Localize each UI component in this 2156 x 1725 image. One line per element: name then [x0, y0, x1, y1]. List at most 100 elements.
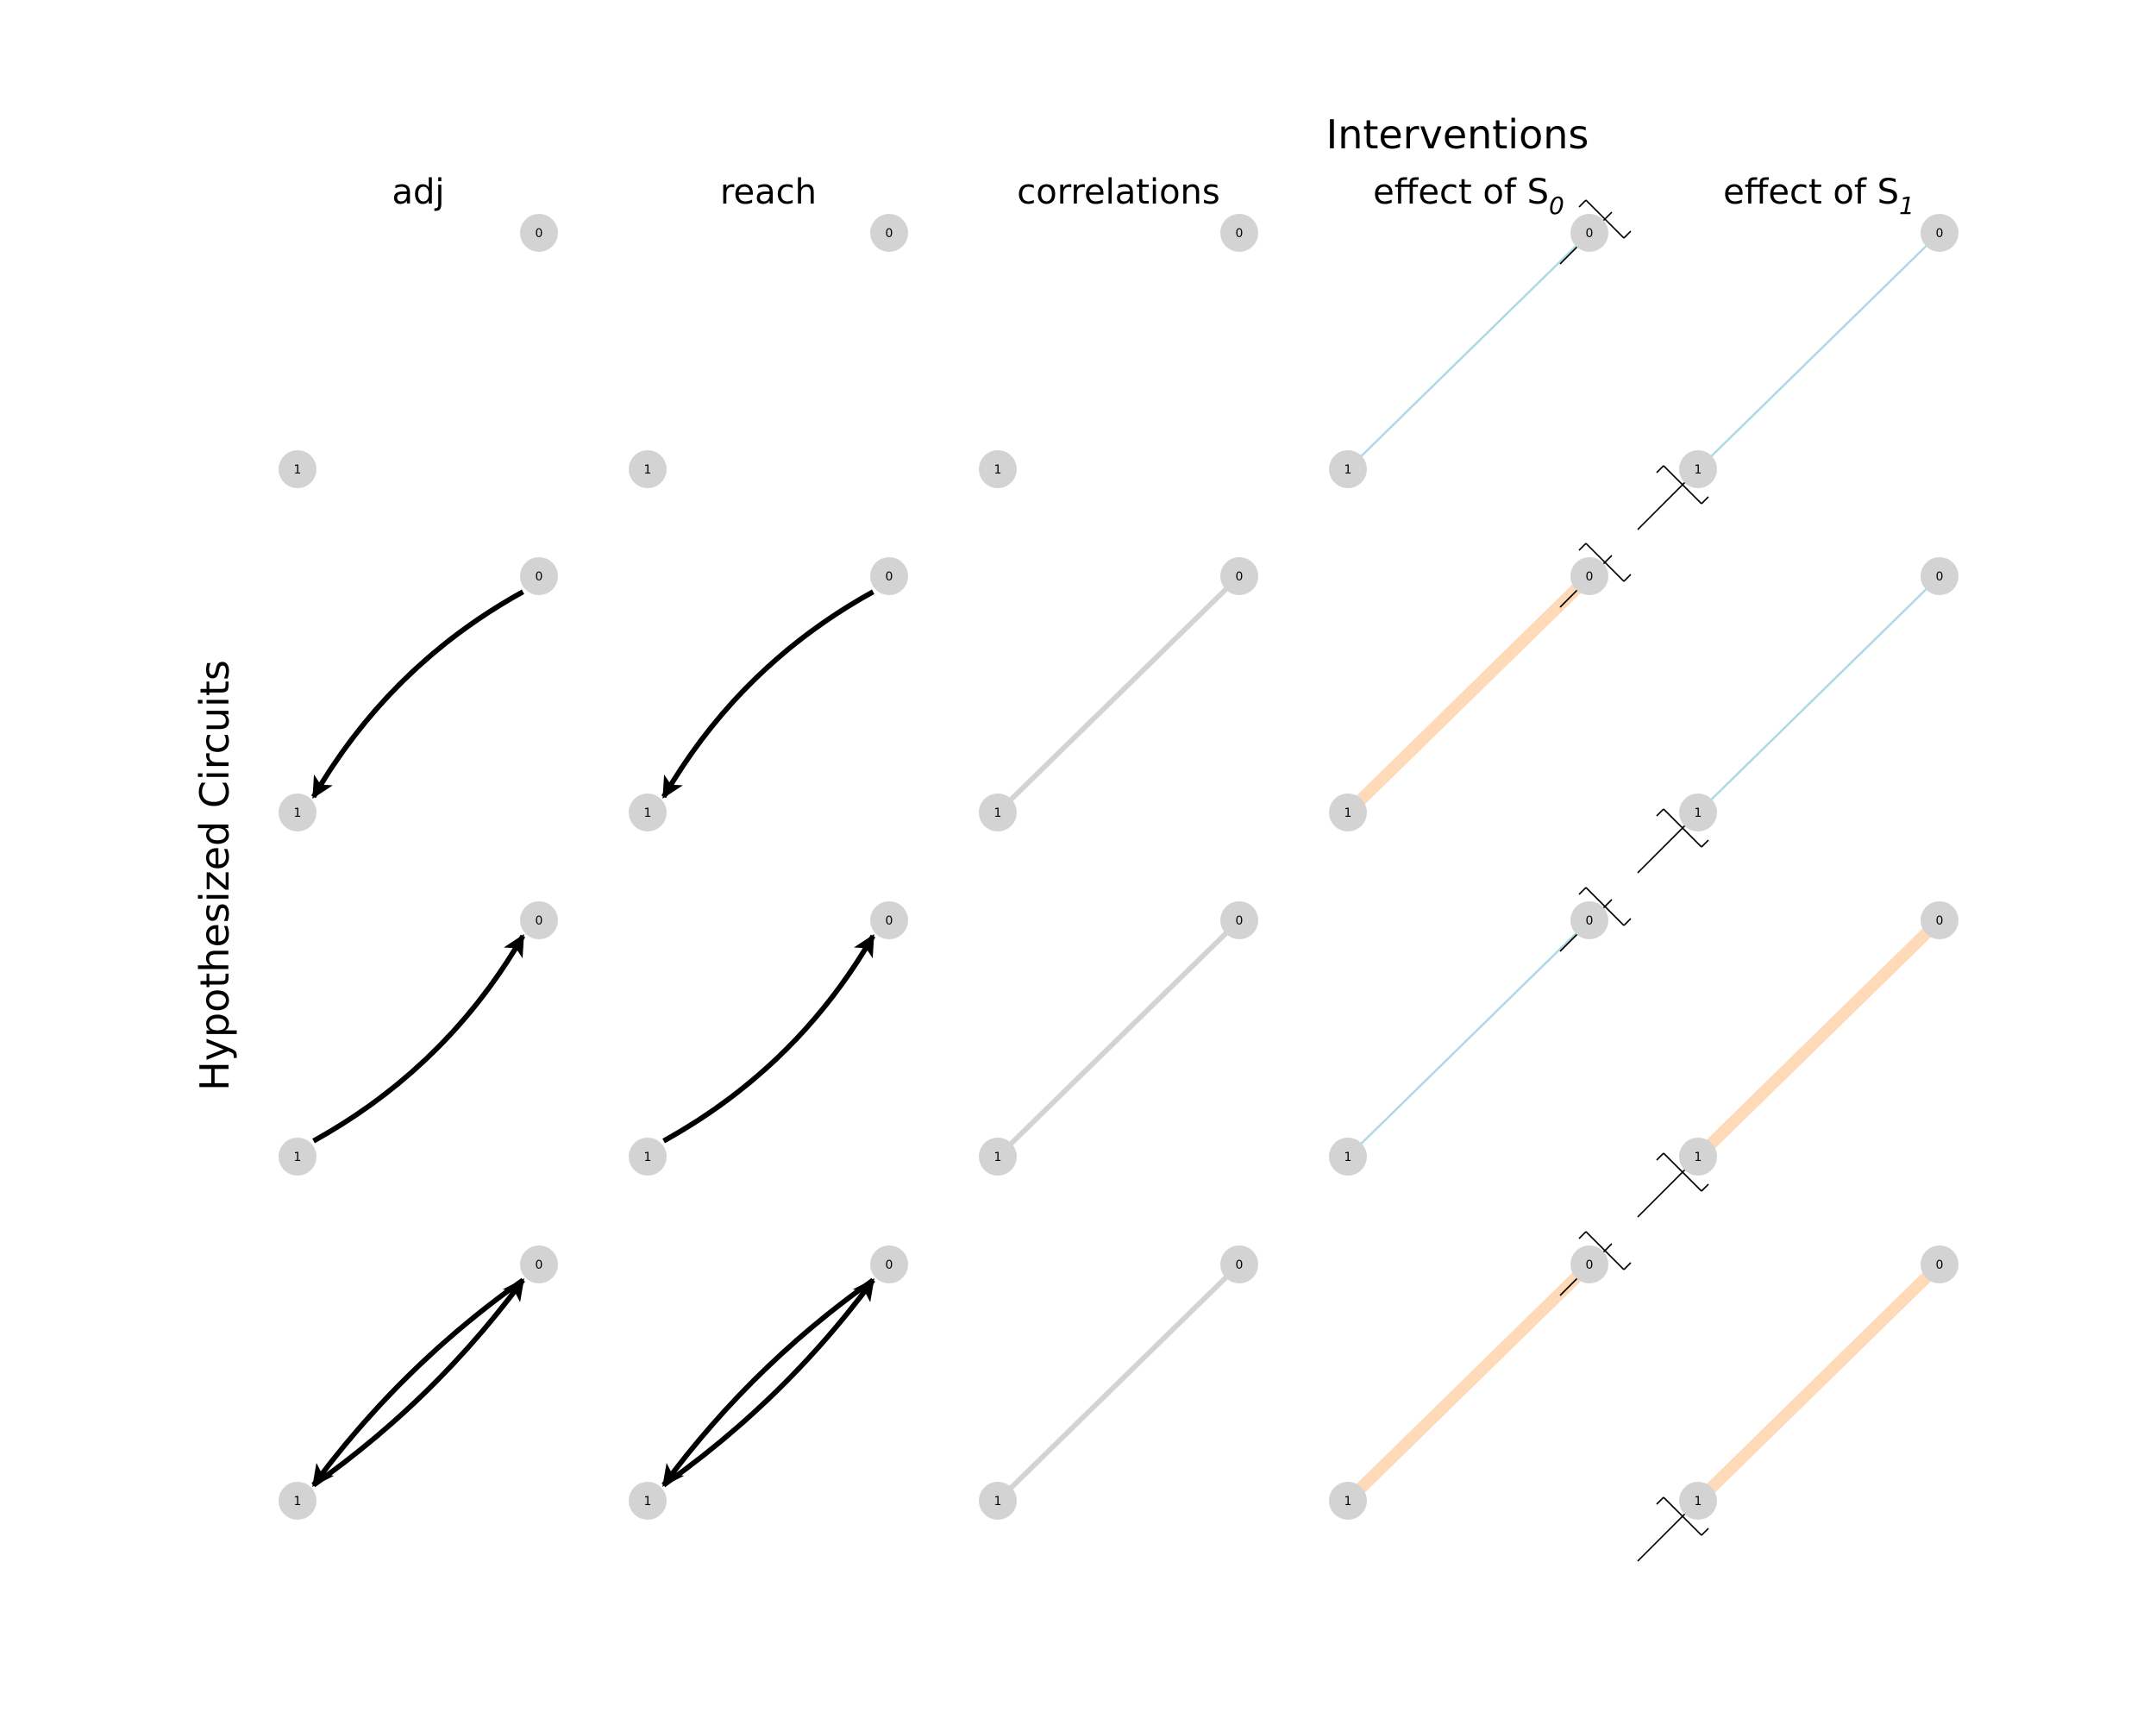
edge-1-to-0	[311, 1278, 525, 1488]
intervention-marker	[1637, 1496, 1709, 1562]
node-1	[629, 1138, 667, 1176]
edge-1-to-0	[312, 934, 526, 1144]
node-0	[1921, 1245, 1959, 1283]
node-label-0: 0	[1586, 1258, 1594, 1272]
column-title-s0: effect of S0	[1373, 172, 1564, 220]
column-titles: adj reach correlations effect of S0 effect o…	[392, 172, 1914, 220]
weak-effect-edge	[1697, 232, 1940, 470]
panel-r3-s0: 01	[1329, 1231, 1632, 1520]
edge-0-to-1	[661, 1277, 875, 1487]
node-1	[279, 1482, 317, 1520]
node-0	[870, 1245, 908, 1283]
node-1	[279, 450, 317, 488]
node-label-0: 0	[1236, 227, 1244, 241]
node-label-1: 1	[1695, 1495, 1702, 1509]
panel-r2-adj: 01	[279, 901, 558, 1176]
node-label-1: 1	[1344, 463, 1352, 477]
node-1	[979, 450, 1017, 488]
node-1	[1329, 794, 1367, 831]
correlation-edge	[995, 918, 1242, 1159]
node-1	[979, 1482, 1017, 1520]
node-0	[1220, 214, 1258, 252]
correlation-edge	[995, 574, 1242, 815]
node-label-1: 1	[294, 463, 302, 477]
node-label-1: 1	[1344, 1495, 1352, 1509]
strong-effect-edge	[1344, 1259, 1594, 1506]
node-label-0: 0	[886, 570, 893, 584]
node-label-1: 1	[644, 1151, 652, 1164]
node-1	[1679, 794, 1717, 831]
column-title-reach: reach	[720, 172, 817, 212]
node-0	[1220, 557, 1258, 595]
panel-r0-corr: 01	[979, 214, 1258, 488]
node-label-1: 1	[994, 1495, 1002, 1509]
correlation-edge	[995, 1262, 1242, 1503]
node-0	[1921, 214, 1959, 252]
node-label-1: 1	[294, 1151, 302, 1164]
node-label-0: 0	[886, 227, 893, 241]
node-0	[520, 557, 558, 595]
panel-r2-s0: 01	[1329, 887, 1632, 1176]
panel-r2-reach: 01	[629, 901, 908, 1176]
weak-effect-edge	[1697, 575, 1940, 813]
node-label-0: 0	[1236, 1258, 1244, 1272]
column-title-subscript: 0	[1549, 191, 1564, 220]
node-label-1: 1	[294, 806, 302, 820]
node-0	[870, 214, 908, 252]
strong-effect-edge	[1694, 915, 1944, 1162]
node-0	[870, 901, 908, 939]
node-1	[1329, 1482, 1367, 1520]
panel-r1-s0: 01	[1329, 543, 1632, 831]
panel-r3-s1: 01	[1637, 1245, 1959, 1562]
node-label-0: 0	[1586, 227, 1594, 241]
node-label-1: 1	[644, 1495, 652, 1509]
node-label-0: 0	[1936, 1258, 1944, 1272]
node-label-1: 1	[644, 806, 652, 820]
column-title-s1: effect of S1	[1723, 172, 1915, 220]
edge-0-to-1	[311, 1277, 525, 1487]
weak-effect-edge	[1347, 232, 1590, 470]
edge-0-to-1	[661, 589, 874, 799]
node-label-1: 1	[1695, 806, 1702, 820]
node-label-1: 1	[1695, 463, 1702, 477]
node-1	[279, 794, 317, 831]
node-label-1: 1	[994, 806, 1002, 820]
node-1	[629, 450, 667, 488]
node-1	[629, 1482, 667, 1520]
panel-r0-s1: 01	[1637, 214, 1959, 530]
node-label-0: 0	[536, 570, 543, 584]
panel-r0-reach: 01	[629, 214, 908, 488]
node-label-0: 0	[1586, 914, 1594, 928]
intervention-marker	[1637, 465, 1709, 530]
node-0	[1921, 901, 1959, 939]
node-1	[979, 794, 1017, 831]
panel-r2-s1: 01	[1637, 901, 1959, 1218]
intervention-marker	[1637, 1152, 1709, 1218]
node-0	[520, 214, 558, 252]
node-label-1: 1	[1344, 806, 1352, 820]
node-0	[1570, 214, 1608, 252]
intervention-marker	[1637, 808, 1709, 874]
node-label-0: 0	[1936, 570, 1944, 584]
column-title-adj: adj	[392, 172, 444, 212]
node-0	[520, 901, 558, 939]
node-label-0: 0	[1936, 227, 1944, 241]
node-label-1: 1	[294, 1495, 302, 1509]
node-label-0: 0	[1586, 570, 1594, 584]
node-1	[1679, 450, 1717, 488]
node-label-0: 0	[1236, 570, 1244, 584]
node-label-1: 1	[644, 463, 652, 477]
node-label-0: 0	[886, 914, 893, 928]
column-title-corr: correlations	[1017, 172, 1219, 212]
node-label-0: 0	[536, 227, 543, 241]
node-label-1: 1	[994, 1151, 1002, 1164]
node-label-1: 1	[1344, 1151, 1352, 1164]
figure-title: Interventions	[1326, 111, 1589, 158]
node-1	[1329, 1138, 1367, 1176]
weak-effect-edge	[1347, 919, 1590, 1157]
node-label-0: 0	[536, 914, 543, 928]
edge-1-to-0	[662, 934, 876, 1144]
node-0	[870, 557, 908, 595]
